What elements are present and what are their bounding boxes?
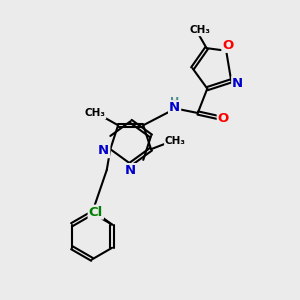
Text: N: N: [125, 164, 136, 177]
Text: N: N: [98, 144, 110, 157]
Text: CH₃: CH₃: [190, 25, 211, 35]
Text: O: O: [218, 112, 229, 125]
Text: H: H: [170, 97, 179, 107]
Text: O: O: [222, 39, 234, 52]
Text: CH₃: CH₃: [165, 136, 186, 146]
Text: CH₃: CH₃: [84, 108, 105, 118]
Text: N: N: [232, 77, 243, 90]
Text: N: N: [169, 101, 180, 114]
Text: Cl: Cl: [88, 206, 103, 219]
